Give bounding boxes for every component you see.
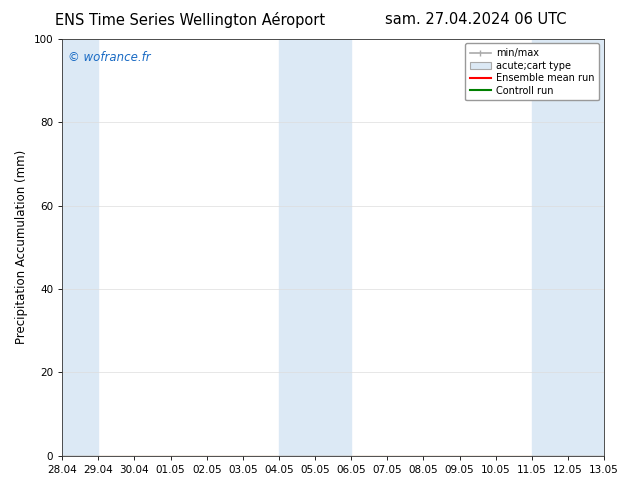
Bar: [62, 39, 98, 456]
Legend: min/max, acute;cart type, Ensemble mean run, Controll run: min/max, acute;cart type, Ensemble mean …: [465, 44, 599, 100]
Text: © wofrance.fr: © wofrance.fr: [68, 51, 150, 64]
Text: sam. 27.04.2024 06 UTC: sam. 27.04.2024 06 UTC: [385, 12, 566, 27]
Y-axis label: Precipitation Accumulation (mm): Precipitation Accumulation (mm): [15, 150, 28, 344]
Bar: [532, 39, 604, 456]
Bar: [279, 39, 351, 456]
Text: ENS Time Series Wellington Aéroport: ENS Time Series Wellington Aéroport: [55, 12, 325, 28]
